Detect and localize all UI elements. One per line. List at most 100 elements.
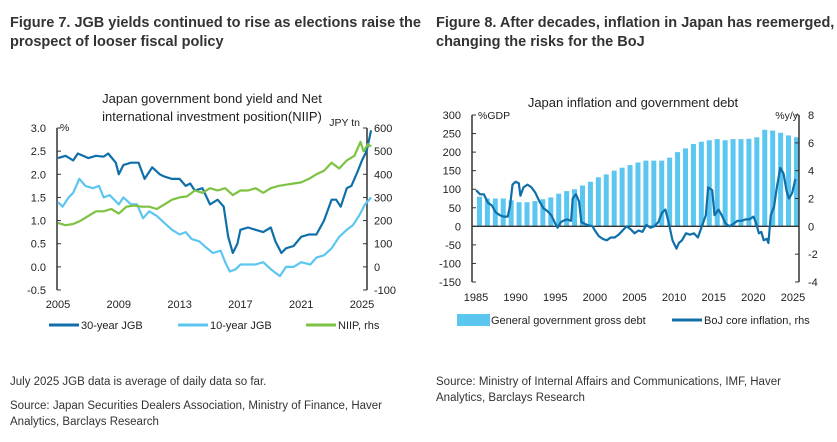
chart2-x-tick-label: 2005 xyxy=(622,292,646,304)
chart2-debt-bar xyxy=(540,199,546,227)
chart1-y-tick-label: 2.0 xyxy=(31,169,46,181)
chart2-y2-tick-label: -4 xyxy=(808,277,818,289)
chart1-y2-tick-label: 500 xyxy=(374,146,392,158)
chart2-debt-bar xyxy=(516,202,522,227)
chart2-debt-bar xyxy=(643,160,649,227)
chart2-legend-label-inflation: BoJ core inflation, rhs xyxy=(704,315,810,327)
chart2-legend-label-debt: General government gross debt xyxy=(491,315,646,327)
chart1-y2-tick-label: 300 xyxy=(374,192,392,204)
chart2-debt-bar xyxy=(667,157,673,227)
chart2-debt-bar xyxy=(579,185,585,227)
chart1-y-tick-label: 1.0 xyxy=(31,216,46,228)
chart1-x-tick-label: 2017 xyxy=(228,299,252,311)
chart2-y2-tick-label: 2 xyxy=(808,194,814,206)
figure-8-source: Source: Ministry of Internal Affairs and… xyxy=(436,374,781,406)
chart2-x-tick-label: 1990 xyxy=(503,292,527,304)
chart2-x-tick-label: 1985 xyxy=(464,292,488,304)
chart1-y-tick-label: 2.5 xyxy=(31,146,46,158)
chart2-debt-bar xyxy=(714,139,720,227)
chart2-debt-bar xyxy=(619,167,625,227)
chart2-x-tick-label: 2025 xyxy=(781,292,805,304)
figure-7-note: July 2025 JGB data is average of daily d… xyxy=(10,376,267,388)
chart2-y-tick-label: -150 xyxy=(439,277,461,289)
chart2-debt-bar xyxy=(730,139,736,227)
chart1-legend-label: NIIP, rhs xyxy=(338,320,380,332)
chart2-debt-bar xyxy=(683,148,689,227)
chart2-debt-bar xyxy=(587,181,593,227)
chart2-y-tick-label: 50 xyxy=(449,203,461,215)
chart1-y-unit: % xyxy=(60,122,69,134)
chart1-y2-tick-label: 200 xyxy=(374,216,392,228)
chart2-y2-tick-label: -2 xyxy=(808,249,818,261)
chart2-debt-bar xyxy=(611,170,617,227)
chart2-debt-bar xyxy=(500,198,506,227)
figure-7-title-line2: prospect of looser fiscal policy xyxy=(10,34,224,50)
chart1-x-tick-label: 2005 xyxy=(46,299,70,311)
chart2-y-tick-label: 250 xyxy=(443,129,461,141)
chart2-x-tick-label: 2015 xyxy=(702,292,726,304)
chart1-y2-tick-label: 600 xyxy=(374,123,392,135)
chart2-debt-bar xyxy=(524,202,530,227)
chart2-title: Japan inflation and government debt xyxy=(528,95,739,110)
chart2-debt-bar xyxy=(532,201,538,227)
chart2-y-unit: %GDP xyxy=(478,110,510,122)
chart1-legend-label: 30-year JGB xyxy=(81,320,143,332)
figure-7-source-line1: Source: Japan Securities Dealers Associa… xyxy=(10,400,382,412)
chart1-y-tick-label: -0.5 xyxy=(27,285,46,297)
chart2-debt-bar xyxy=(508,200,514,227)
chart2-debt-bar xyxy=(786,135,792,227)
chart1-y2-tick-label: -100 xyxy=(374,285,396,297)
chart2-y2-tick-label: 0 xyxy=(808,221,814,233)
chart2-debt-bar xyxy=(603,174,609,227)
figure-8-title-line1: Figure 8. After decades, inflation in Ja… xyxy=(436,15,835,31)
figure-8-title-line2: changing the risks for the BoJ xyxy=(436,34,645,50)
chart1-series-30-year-jgb xyxy=(57,130,373,255)
chart2-debt-bar xyxy=(722,140,728,227)
chart2-x-tick-label: 2010 xyxy=(662,292,686,304)
chart1-y-tick-label: 0.5 xyxy=(31,239,46,251)
chart1-y2-tick-label: 400 xyxy=(374,169,392,181)
figure-7-source: Source: Japan Securities Dealers Associa… xyxy=(10,398,382,430)
chart1-x-tick-label: 2025 xyxy=(350,299,374,311)
chart1-y-tick-label: 0.0 xyxy=(31,262,46,274)
chart2-debt-bar xyxy=(675,152,681,227)
chart2-y2-tick-label: 8 xyxy=(808,110,814,122)
chart2-debt-bar xyxy=(572,189,578,227)
figure-7-title-line1: Figure 7. JGB yields continued to rise a… xyxy=(10,15,421,31)
chart1-y2-unit: JPY tn xyxy=(329,117,360,129)
figure-8-source-line2: Analytics, Barclays Research xyxy=(436,392,585,404)
chart2-debt-bar xyxy=(698,141,704,227)
chart2-y-tick-label: 150 xyxy=(443,166,461,178)
chart2-debt-bar xyxy=(476,196,482,227)
chart2-debt-bar xyxy=(762,129,768,227)
chart2-debt-bar xyxy=(746,138,752,227)
chart1-title-line1: Japan government bond yield and Net xyxy=(102,91,322,106)
chart2-y-tick-label: -100 xyxy=(439,258,461,270)
chart2-debt-bar xyxy=(778,132,784,227)
chart2-debt-bar xyxy=(793,137,799,227)
chart2-x-tick-label: 1995 xyxy=(543,292,567,304)
chart1-x-tick-label: 2013 xyxy=(167,299,191,311)
chart2-x-tick-label: 2020 xyxy=(741,292,765,304)
chart1-y-tick-label: 3.0 xyxy=(31,123,46,135)
chart2-debt-bar xyxy=(635,162,641,227)
chart1-title-line2: international investment position(NIIP) xyxy=(102,109,322,124)
chart1-series-niip-rhs xyxy=(57,140,372,227)
chart2-y2-tick-label: 4 xyxy=(808,166,814,178)
chart2-debt-bar xyxy=(595,177,601,227)
chart1-x-tick-label: 2009 xyxy=(107,299,131,311)
figure-8-title: Figure 8. After decades, inflation in Ja… xyxy=(436,14,834,52)
chart2-debt-bar xyxy=(627,165,633,227)
chart2-y-tick-label: 200 xyxy=(443,147,461,159)
chart1-series-10-year-jgb xyxy=(57,177,372,278)
chart2-y2-unit: %y/y xyxy=(775,110,799,122)
chart2-debt-bar xyxy=(754,137,760,227)
figure-7-source-line2: Analytics, Barclays Research xyxy=(10,416,159,428)
chart2-debt-bar xyxy=(659,160,665,227)
chart2-debt-bar xyxy=(706,140,712,227)
chart2-debt-bar xyxy=(556,193,562,227)
chart2-debt-bar xyxy=(484,198,490,227)
chart2-series-boj-core-inflation xyxy=(475,166,797,250)
chart1-legend-label: 10-year JGB xyxy=(210,320,272,332)
